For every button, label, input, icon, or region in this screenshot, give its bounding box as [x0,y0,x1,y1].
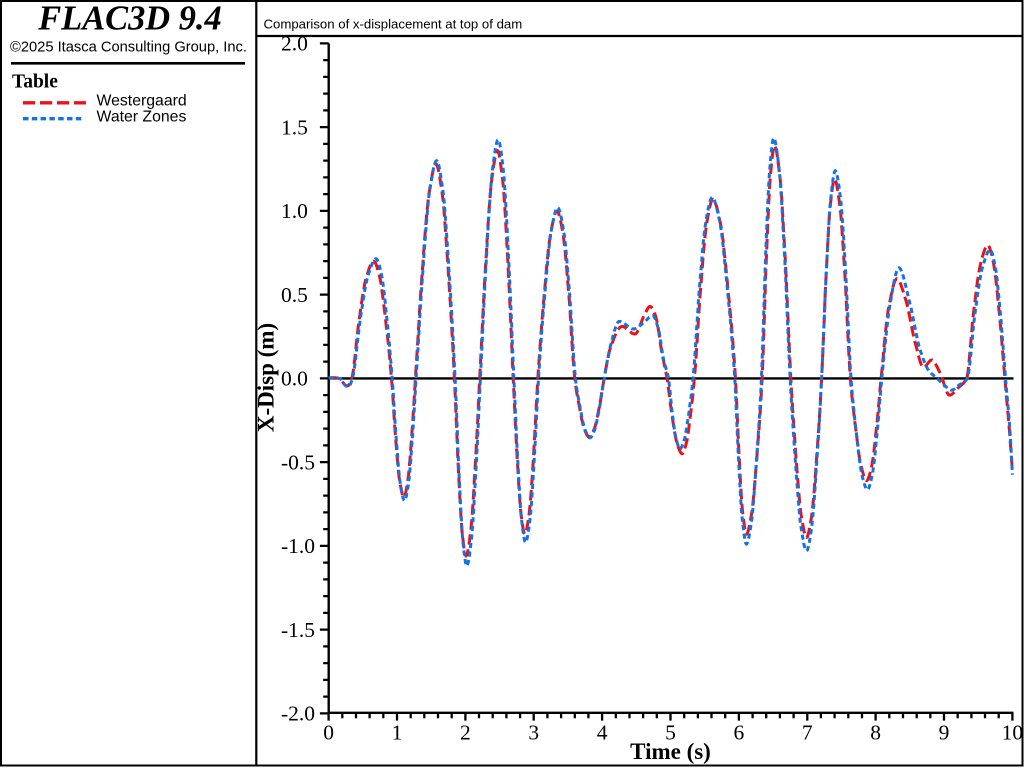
svg-text:6: 6 [734,721,745,745]
svg-text:Comparison of x-displacement a: Comparison of x-displacement at top of d… [264,17,523,32]
svg-text:5: 5 [665,721,676,745]
svg-text:0.0: 0.0 [281,367,308,391]
svg-text:4: 4 [597,721,608,745]
svg-text:©2025 Itasca Consulting Group,: ©2025 Itasca Consulting Group, Inc. [10,39,247,55]
svg-text:0: 0 [323,721,334,745]
svg-text:1.5: 1.5 [281,115,308,139]
svg-text:Time (s): Time (s) [630,739,711,764]
svg-text:1.0: 1.0 [281,199,308,223]
svg-text:FLAC3D 9.4: FLAC3D 9.4 [37,0,221,38]
svg-text:9: 9 [939,721,950,745]
svg-text:7: 7 [802,721,813,745]
svg-text:-1.0: -1.0 [281,534,315,558]
svg-text:Table: Table [12,72,58,93]
svg-text:X-Disp (m): X-Disp (m) [254,323,279,432]
svg-text:-0.5: -0.5 [281,450,315,474]
svg-text:2: 2 [460,721,471,745]
svg-text:10: 10 [1002,721,1024,745]
svg-text:-1.5: -1.5 [281,618,315,642]
svg-text:2.0: 2.0 [281,32,308,56]
svg-text:0.5: 0.5 [281,283,308,307]
svg-text:Westergaard: Westergaard [97,92,187,109]
svg-text:3: 3 [528,721,539,745]
svg-text:-2.0: -2.0 [281,702,315,726]
svg-text:1: 1 [392,721,403,745]
svg-text:8: 8 [870,721,881,745]
svg-text:Water Zones: Water Zones [97,109,187,126]
